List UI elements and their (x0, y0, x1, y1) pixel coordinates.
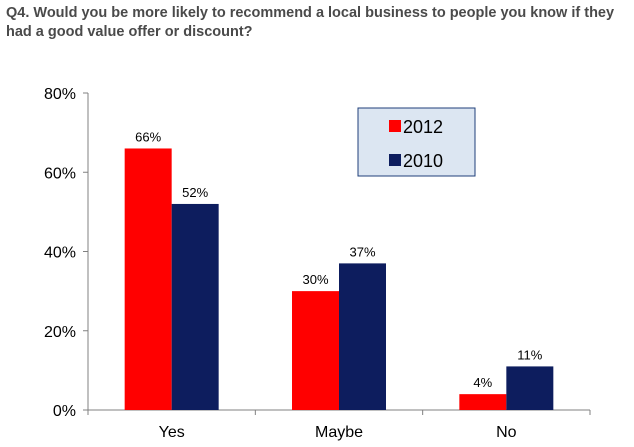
legend-box (357, 107, 476, 177)
chart-bars (124, 148, 554, 410)
y-tick-label: 80% (44, 86, 76, 103)
x-tick-label: Maybe (315, 424, 363, 441)
bar-2012-maybe (292, 291, 339, 410)
y-tick-label: 0% (53, 403, 76, 420)
data-label: 30% (302, 272, 328, 287)
bar-2012-no (459, 394, 507, 410)
legend-label-2010: 2010 (403, 151, 443, 171)
y-tick-label: 60% (44, 165, 76, 182)
data-label: 66% (135, 129, 161, 144)
x-tick-label: Yes (159, 424, 185, 441)
legend-label-2012: 2012 (403, 117, 443, 137)
data-label: 11% (517, 347, 542, 362)
data-label: 4% (473, 375, 492, 390)
y-tick-label: 40% (44, 245, 76, 262)
data-label: 52% (182, 185, 208, 200)
bar-2010-no (506, 366, 554, 410)
y-tick-label: 20% (44, 324, 76, 341)
x-tick-label: No (496, 424, 517, 441)
chart-title: Q4. Would you be more likely to recommen… (6, 5, 615, 40)
legend-swatch-2012 (389, 120, 401, 132)
legend-swatch-2010 (389, 154, 401, 166)
chart-data-labels: 66% 52% 30% 37% 4% 11% (135, 129, 543, 390)
bar-2010-maybe (339, 263, 386, 410)
bar-2012-yes (124, 148, 172, 410)
bar-2010-yes (171, 203, 219, 410)
chart-legend: 2012 2010 (357, 107, 476, 177)
data-label: 37% (349, 244, 375, 259)
